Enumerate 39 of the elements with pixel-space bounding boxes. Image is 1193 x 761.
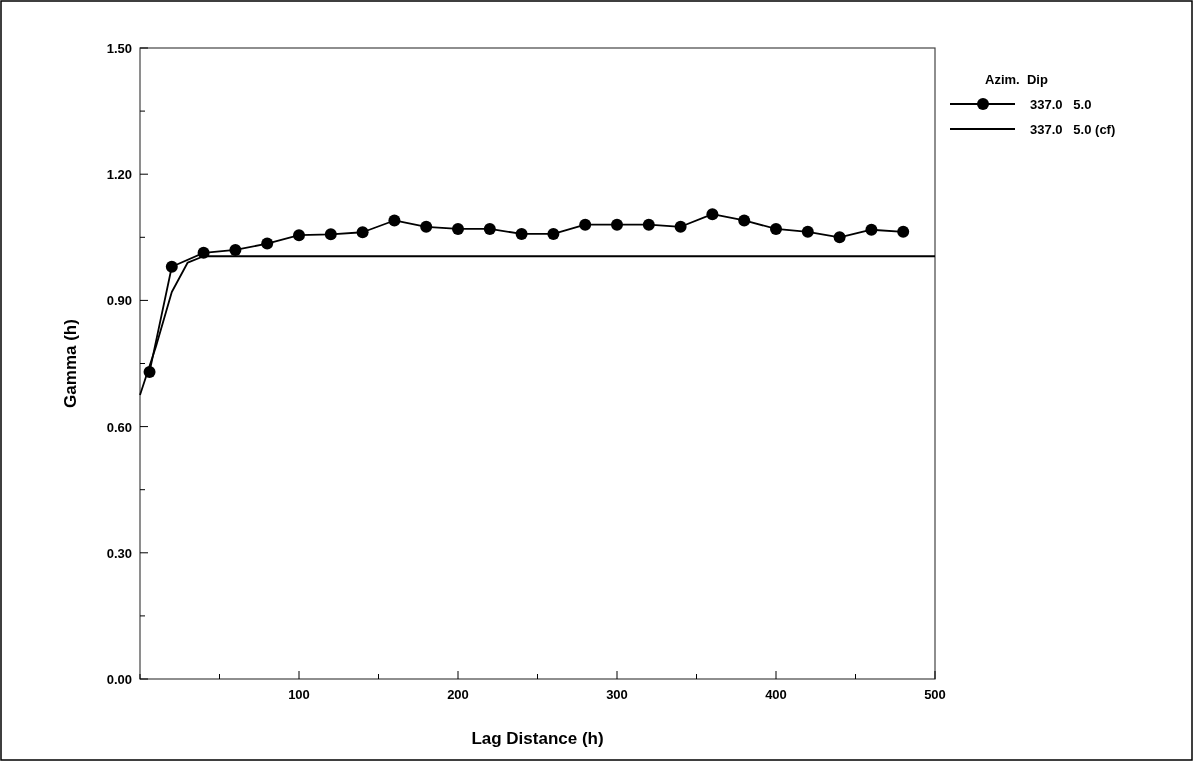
point [165,260,178,273]
legend-label: 337.0 5.0 [1030,97,1092,112]
point [420,220,433,233]
legend-title: Azim. Dip [985,72,1048,87]
point [356,226,369,239]
point [261,237,274,250]
y-tick-label: 1.50 [106,41,132,56]
x-tick-label: 300 [606,687,628,702]
point [229,243,242,256]
x-tick-label: 200 [447,687,469,702]
point [706,208,719,221]
x-axis-title: Lag Distance (h) [471,729,604,748]
x-tick-label: 500 [924,687,946,702]
point [738,214,751,227]
point [833,231,846,244]
y-axis-title: Gamma (h) [61,319,80,408]
point [770,222,782,235]
point [801,225,814,238]
point [674,220,687,233]
point [547,227,560,240]
point [388,214,401,227]
legend-label: 337.0 5.0 (cf) [1030,122,1116,137]
x-tick-label: 100 [288,687,310,702]
point [897,225,910,238]
point [483,222,496,235]
point [515,227,528,240]
point [324,228,337,241]
y-tick-label: 0.00 [106,672,132,687]
point [293,229,305,242]
point [642,218,655,231]
point [865,223,878,236]
point [452,222,464,235]
y-tick-label: 1.20 [106,167,132,183]
y-tick-label: 0.90 [106,293,132,309]
point [611,218,623,231]
point [579,218,592,231]
x-tick-label: 400 [765,687,787,702]
y-tick-label: 0.60 [106,419,132,435]
y-tick-label: 0.30 [106,545,132,561]
